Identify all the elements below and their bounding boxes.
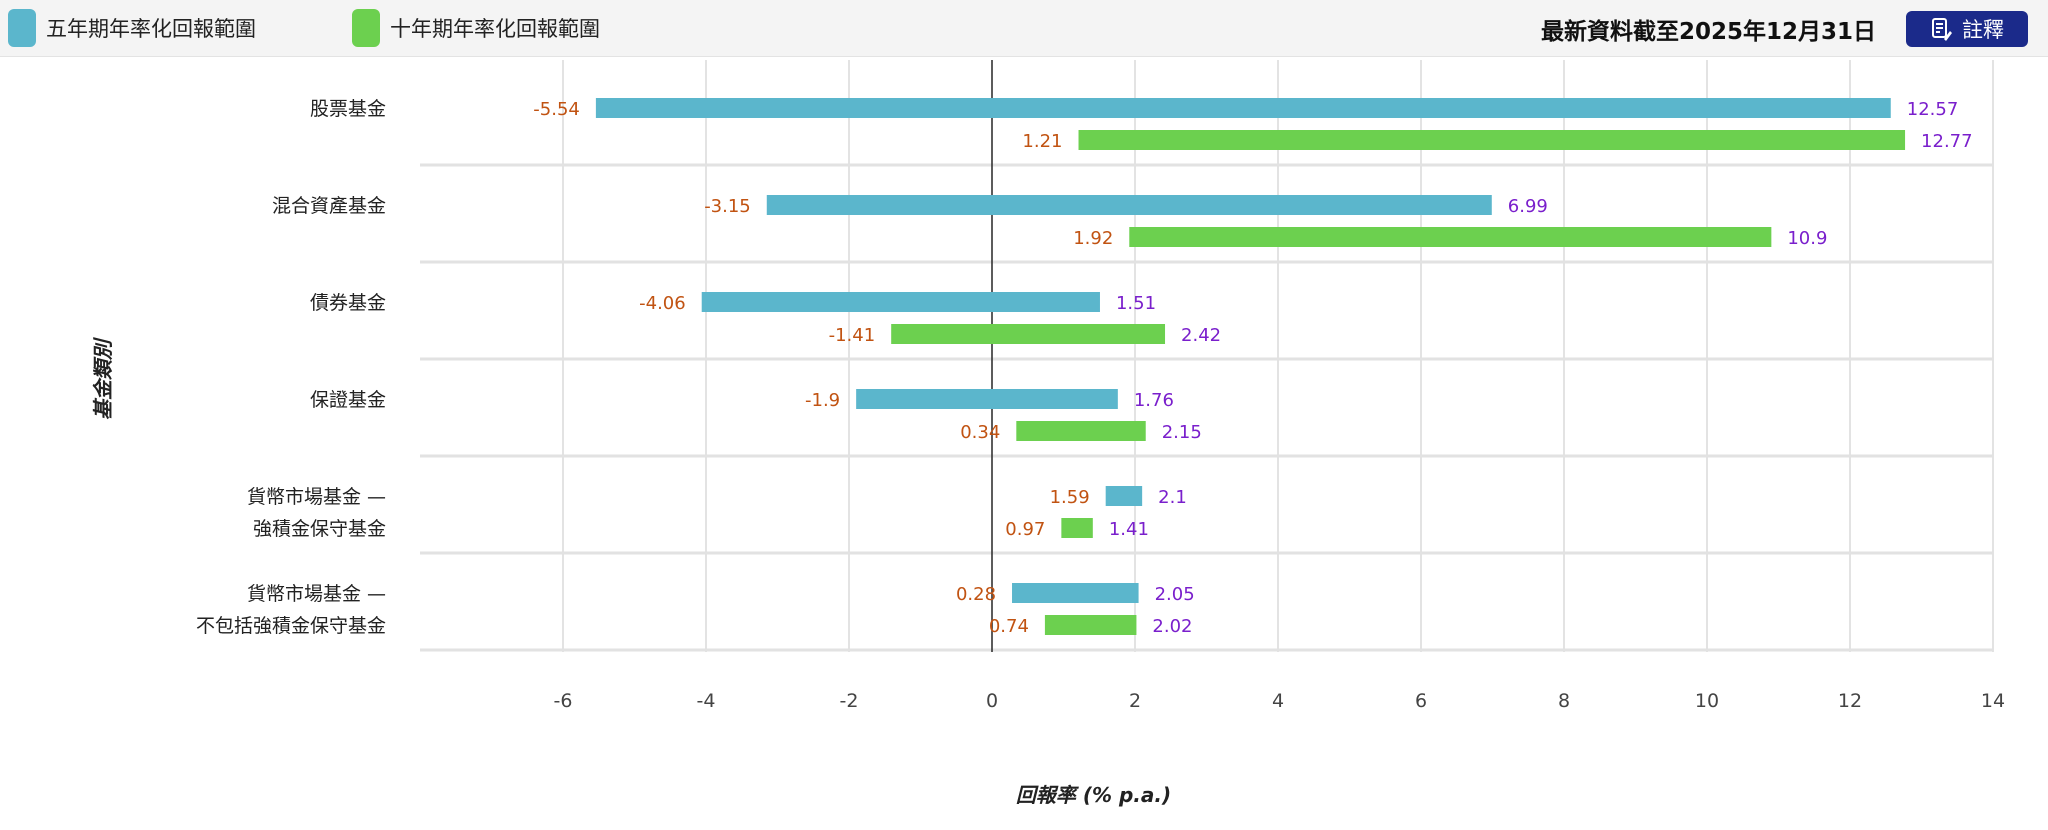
legend-label-ten-year: 十年期年率化回報範圍: [390, 17, 600, 41]
data-label-min: 1.92: [1073, 228, 1113, 249]
x-tick-label: -6: [554, 690, 573, 712]
category-label: 債券基金: [310, 292, 386, 314]
range-bar: [1078, 130, 1906, 150]
range-bar: [1105, 486, 1143, 506]
data-label-max: 1.41: [1109, 519, 1149, 540]
x-tick-label: 4: [1272, 690, 1284, 712]
range-bar: [891, 324, 1166, 344]
x-tick-label: 0: [986, 690, 998, 712]
x-tick-label: -4: [697, 690, 716, 712]
data-label-min: 1.21: [1022, 131, 1062, 152]
legend-bar: 五年期年率化回報範圍 十年期年率化回報範圍 最新資料截至2025年12月31日 …: [0, 0, 2048, 57]
legend-label-five-year: 五年期年率化回報範圍: [46, 17, 256, 41]
range-bar: [1012, 583, 1139, 603]
legend-item-ten-year[interactable]: 十年期年率化回報範圍: [352, 9, 600, 47]
as-of-date: 最新資料截至2025年12月31日: [1540, 19, 1876, 45]
data-label-max: 2.1: [1158, 487, 1187, 508]
data-label-min: -4.06: [639, 293, 686, 314]
y-axis-title: 基金類別: [91, 337, 115, 420]
category-label: 貨幣市場基金 —: [247, 486, 386, 508]
data-label-max: 2.05: [1155, 584, 1195, 605]
fund-returns-chart: 股票基金 -5.54 12.57 1.21 12.77 混合資產基金 -3.15 6.99 1.…: [91, 60, 2005, 807]
data-label-max: 10.9: [1787, 228, 1827, 249]
data-label-min: 0.97: [1005, 519, 1045, 540]
range-bar: [1061, 518, 1093, 538]
data-label-min: 0.34: [960, 422, 1000, 443]
data-label-min: -5.54: [533, 99, 580, 120]
data-label-max: 12.57: [1907, 99, 1959, 120]
data-label-max: 2.15: [1162, 422, 1202, 443]
x-tick-label: 14: [1981, 690, 2005, 712]
category-label: 股票基金: [310, 98, 386, 120]
x-tick-label: 12: [1838, 690, 1862, 712]
x-tick-label: 2: [1129, 690, 1141, 712]
category-label: 保證基金: [310, 389, 386, 411]
data-label-max: 2.02: [1152, 616, 1192, 637]
range-bar: [1016, 421, 1146, 441]
x-tick-label: -2: [840, 690, 859, 712]
legend-swatch-five-year: [8, 9, 36, 47]
category-label: 貨幣市場基金 —: [247, 583, 386, 605]
notes-button-label: 註釋: [1962, 18, 2004, 42]
range-bar: [1044, 615, 1137, 635]
x-tick-label: 10: [1695, 690, 1719, 712]
x-axis-title: 回報率 (% p.a.): [1016, 783, 1171, 807]
x-tick-label: 8: [1558, 690, 1570, 712]
notes-button[interactable]: 註釋: [1906, 11, 2028, 47]
legend-swatch-ten-year: [352, 9, 380, 47]
category-label: 混合資產基金: [272, 195, 386, 217]
data-label-max: 1.76: [1134, 390, 1174, 411]
range-bar: [1129, 227, 1772, 247]
data-label-max: 6.99: [1508, 196, 1548, 217]
range-bar: [701, 292, 1100, 312]
data-label-max: 1.51: [1116, 293, 1156, 314]
data-label-max: 12.77: [1921, 131, 1973, 152]
data-label-min: 1.59: [1050, 487, 1090, 508]
data-label-min: -1.9: [805, 390, 840, 411]
legend-item-five-year[interactable]: 五年期年率化回報範圍: [8, 9, 256, 47]
data-label-max: 2.42: [1181, 325, 1221, 346]
range-bar: [766, 195, 1492, 215]
data-label-min: -3.15: [704, 196, 751, 217]
range-bar: [856, 389, 1118, 409]
x-tick-label: 6: [1415, 690, 1427, 712]
category-label: 不包括強積金保守基金: [196, 615, 386, 637]
data-label-min: -1.41: [829, 325, 876, 346]
notes-icon: [1932, 18, 1952, 41]
data-label-min: 0.74: [989, 616, 1029, 637]
category-label: 強積金保守基金: [253, 518, 386, 540]
range-bar: [595, 98, 1891, 118]
data-label-min: 0.28: [956, 584, 996, 605]
